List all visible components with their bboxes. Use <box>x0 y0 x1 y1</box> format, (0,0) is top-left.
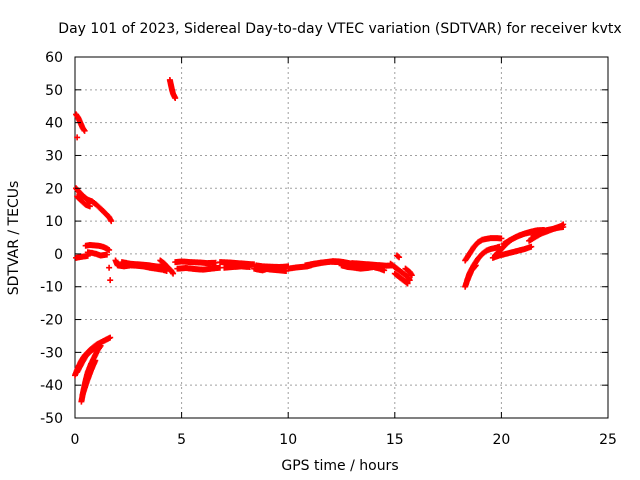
data-point-markers <box>462 235 505 264</box>
x-axis-label: GPS time / hours <box>281 458 398 474</box>
data-point-markers <box>74 193 93 210</box>
data-points <box>72 76 567 405</box>
data-track <box>391 270 411 287</box>
y-tick-label: -10 <box>40 280 63 296</box>
data-track <box>349 260 396 269</box>
y-tick-label: -40 <box>40 378 63 394</box>
chart-title: Day 101 of 2023, Sidereal Day-to-day VTE… <box>58 21 621 37</box>
data-point-markers <box>349 260 396 269</box>
data-point-markers <box>157 257 177 277</box>
data-track <box>402 265 415 279</box>
data-point-markers <box>253 262 292 271</box>
data-track <box>107 277 114 284</box>
data-track <box>302 258 351 269</box>
x-tick-label: 15 <box>386 432 404 448</box>
data-point-markers <box>74 345 98 376</box>
data-track <box>393 252 403 261</box>
y-tick-label: 20 <box>45 181 63 197</box>
data-track <box>73 252 91 261</box>
y-tick-label: 10 <box>45 214 63 230</box>
data-track <box>118 259 168 271</box>
data-track <box>157 257 177 277</box>
axis-ticks: 0 5 10 15 20 25 -50 -40 -30 -20 -10 0 10 20 30 40 50 60 <box>40 50 617 448</box>
data-point-markers <box>74 134 81 141</box>
data-point-markers <box>221 263 253 271</box>
data-point-markers <box>174 264 223 273</box>
data-point-markers <box>166 76 179 102</box>
x-tick-label: 10 <box>279 432 297 448</box>
data-point-markers <box>302 258 351 269</box>
y-tick-label: 30 <box>45 148 63 164</box>
data-track <box>79 357 99 399</box>
x-tick-label: 5 <box>177 432 186 448</box>
data-track <box>464 262 479 284</box>
y-tick-label: 0 <box>54 247 63 263</box>
data-track <box>500 227 539 248</box>
data-track <box>74 134 81 141</box>
grid-lines <box>75 57 608 418</box>
y-axis-label: SDTVAR / TECUs <box>6 181 22 296</box>
data-track <box>221 263 253 271</box>
data-track <box>74 193 93 210</box>
y-tick-label: -30 <box>40 345 63 361</box>
data-point-markers <box>464 262 479 284</box>
data-track <box>172 258 219 267</box>
y-tick-label: 40 <box>45 116 63 132</box>
data-track <box>174 264 223 273</box>
data-point-markers <box>393 252 403 261</box>
data-point-markers <box>391 270 411 287</box>
data-point-markers <box>118 259 168 271</box>
data-point-markers <box>73 111 88 134</box>
data-point-markers <box>79 357 99 399</box>
data-point-markers <box>172 258 219 267</box>
data-point-markers <box>107 277 114 284</box>
data-point-markers <box>402 265 415 279</box>
data-track <box>462 235 505 264</box>
data-point-markers <box>106 264 113 271</box>
data-track <box>253 262 292 271</box>
data-track <box>530 223 567 239</box>
data-track <box>74 345 98 376</box>
data-point-markers <box>82 242 113 253</box>
data-point-markers <box>387 260 413 284</box>
y-tick-label: -20 <box>40 313 63 329</box>
y-tick-label: 60 <box>45 50 63 66</box>
plot-frame <box>74 56 609 419</box>
x-tick-label: 20 <box>492 432 510 448</box>
data-point-markers <box>500 227 539 248</box>
data-point-markers <box>73 252 91 261</box>
plot-border <box>74 56 609 419</box>
data-track <box>106 264 113 271</box>
data-track <box>82 242 113 253</box>
y-tick-label: -50 <box>40 411 63 427</box>
data-point-markers <box>84 249 110 259</box>
data-track <box>84 249 110 259</box>
data-track <box>73 111 88 134</box>
x-tick-label: 0 <box>71 432 80 448</box>
x-tick-label: 25 <box>599 432 617 448</box>
data-track <box>387 260 413 284</box>
data-point-markers <box>530 223 567 239</box>
y-tick-label: 50 <box>45 83 63 99</box>
data-track <box>166 76 179 102</box>
